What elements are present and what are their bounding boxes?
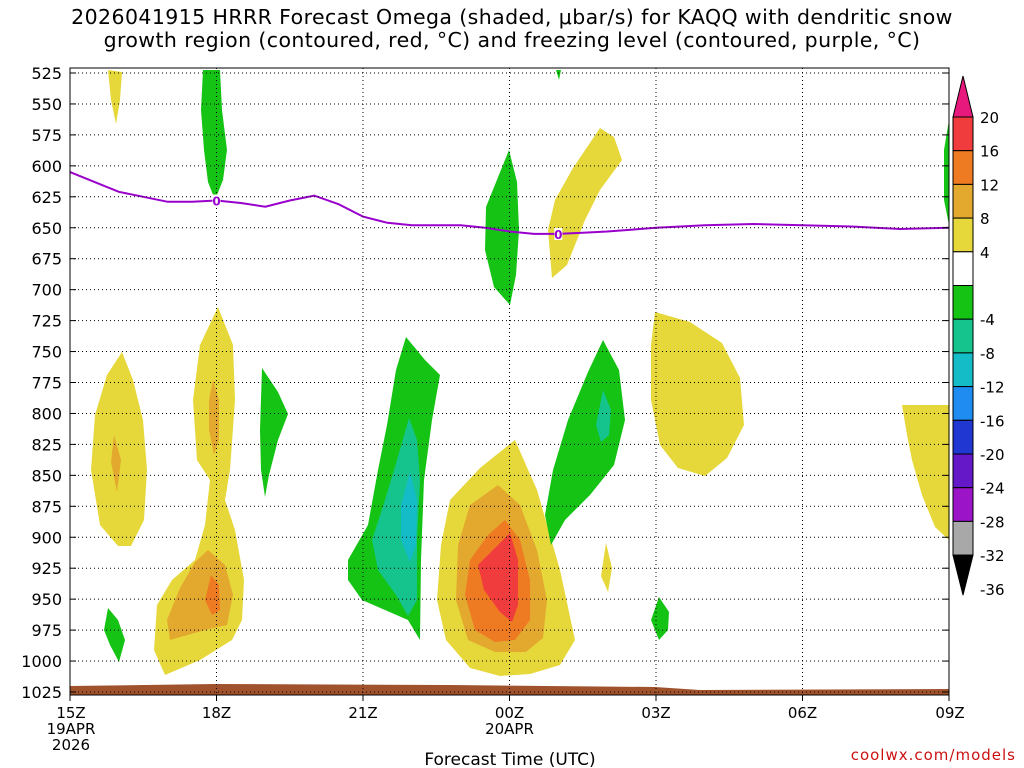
colorbar-min-arrow xyxy=(952,554,974,596)
omega-green-area xyxy=(651,597,669,640)
y-tick-label: 725 xyxy=(31,312,62,331)
y-tick-label: 575 xyxy=(31,126,62,145)
y-tick-label: 825 xyxy=(31,435,62,454)
colorbar-bin xyxy=(952,150,974,185)
omega-green-area xyxy=(545,340,625,545)
y-tick-label: 625 xyxy=(31,188,62,207)
y-tick-label: 600 xyxy=(31,157,62,176)
x-tick-label: 00Z xyxy=(495,704,524,722)
y-tick-label: 800 xyxy=(31,404,62,423)
colorbar-bin xyxy=(952,285,974,320)
y-tick-label: 700 xyxy=(31,281,62,300)
y-tick-label: 975 xyxy=(31,621,62,640)
colorbar-bin xyxy=(952,352,974,388)
x-tick-label: 03Z xyxy=(641,704,670,722)
freezing-level-label: 0 xyxy=(554,228,562,242)
omega-teal-area xyxy=(596,390,611,442)
omega-green-area xyxy=(104,608,125,662)
x-tick-label: 06Z xyxy=(788,704,817,722)
x-tick-label: 09Z xyxy=(935,704,964,722)
colorbar-max-arrow xyxy=(952,75,974,118)
freezing-level-label: 0 xyxy=(212,195,220,209)
omega-yellow-area xyxy=(902,405,949,540)
colorbar-bin xyxy=(952,183,974,219)
x-tick-label: 18Z xyxy=(202,704,231,722)
omega-cyan-area xyxy=(401,472,417,562)
colorbar-label: -12 xyxy=(980,379,1005,397)
colorbar-label: -32 xyxy=(980,547,1005,565)
freezing-level-labels: 00 xyxy=(212,194,563,242)
y-tick-label: 950 xyxy=(31,590,62,609)
x-tick-label: 15Z xyxy=(56,704,85,722)
x-tick-label: 20APR xyxy=(485,720,534,738)
y-tick-label: 850 xyxy=(31,466,62,485)
y-tick-label: 925 xyxy=(31,559,62,578)
y-tick-label: 875 xyxy=(31,497,62,516)
omega-darkyellow-area xyxy=(111,435,121,492)
omega-green-area xyxy=(944,120,949,225)
omega-yellow-area xyxy=(108,70,122,124)
y-tick-label: 775 xyxy=(31,374,62,393)
y-tick-label: 525 xyxy=(31,64,62,83)
colorbar-label: 16 xyxy=(980,143,999,161)
source-credit: coolwx.com/models xyxy=(850,746,1016,764)
omega-yellow-area xyxy=(91,352,147,546)
y-axis: 525 550 575 600 625 650 675 700 725 750 775 800 825 8… xyxy=(21,64,949,702)
omega-green-area xyxy=(556,70,561,80)
colorbar-bin xyxy=(952,520,974,556)
colorbar-label: -4 xyxy=(980,311,995,329)
colorbar-label: -28 xyxy=(980,513,1005,531)
x-tick-label: 21Z xyxy=(348,704,377,722)
colorbar-label: -8 xyxy=(980,345,995,363)
colorbar-label: 8 xyxy=(980,210,990,228)
y-tick-label: 675 xyxy=(31,250,62,269)
colorbar-bin xyxy=(952,251,974,287)
omega-yellow-area xyxy=(651,312,744,476)
x-tick-label: 19APR xyxy=(47,720,96,738)
colorbar-bin xyxy=(952,116,974,152)
colorbar-bin xyxy=(952,217,974,253)
omega-yellow-area xyxy=(548,128,622,278)
x-tick-label: 2026 xyxy=(52,736,90,754)
colorbar-label: -20 xyxy=(980,446,1005,464)
colorbar-label: -24 xyxy=(980,480,1005,498)
colorbar-bin xyxy=(952,487,974,522)
colorbar-bin xyxy=(952,419,974,455)
y-tick-label: 750 xyxy=(31,343,62,362)
colorbar-label: 4 xyxy=(980,244,990,262)
title-line-1: 2026041915 HRRR Forecast Omega (shaded, … xyxy=(71,5,953,29)
x-axis-title: Forecast Time (UTC) xyxy=(424,750,595,768)
y-tick-label: 900 xyxy=(31,528,62,547)
omega-red-area xyxy=(478,533,518,622)
y-tick-label: 650 xyxy=(31,219,62,238)
colorbar-label: 12 xyxy=(980,176,999,194)
colorbar-label: -36 xyxy=(980,581,1005,599)
freezing-level-contour xyxy=(70,171,949,235)
title-line-2: growth region (contoured, red, °C) and f… xyxy=(103,28,921,52)
omega-teal-area xyxy=(372,418,420,616)
terrain-surface xyxy=(70,684,949,695)
colorbar-label: -16 xyxy=(980,412,1005,430)
colorbar-bin xyxy=(952,318,974,354)
colorbar: 20 16 12 8 4 -4 -8 -12 -16 -20 -24 -28 -32 -36 xyxy=(952,75,1005,599)
freezing-label-bg xyxy=(212,194,221,207)
omega-green-area xyxy=(260,368,288,497)
colorbar-label: 20 xyxy=(980,109,999,127)
y-tick-label: 1025 xyxy=(21,683,62,702)
omega-yellow-area xyxy=(601,543,612,592)
y-tick-label: 550 xyxy=(31,95,62,114)
y-tick-label: 1000 xyxy=(21,652,62,671)
colorbar-bin xyxy=(952,386,974,421)
freezing-label-bg xyxy=(554,227,563,240)
grid-lines xyxy=(69,68,950,695)
chart-title: 2026041915 HRRR Forecast Omega (shaded, … xyxy=(0,6,1024,52)
colorbar-bin xyxy=(952,453,974,489)
